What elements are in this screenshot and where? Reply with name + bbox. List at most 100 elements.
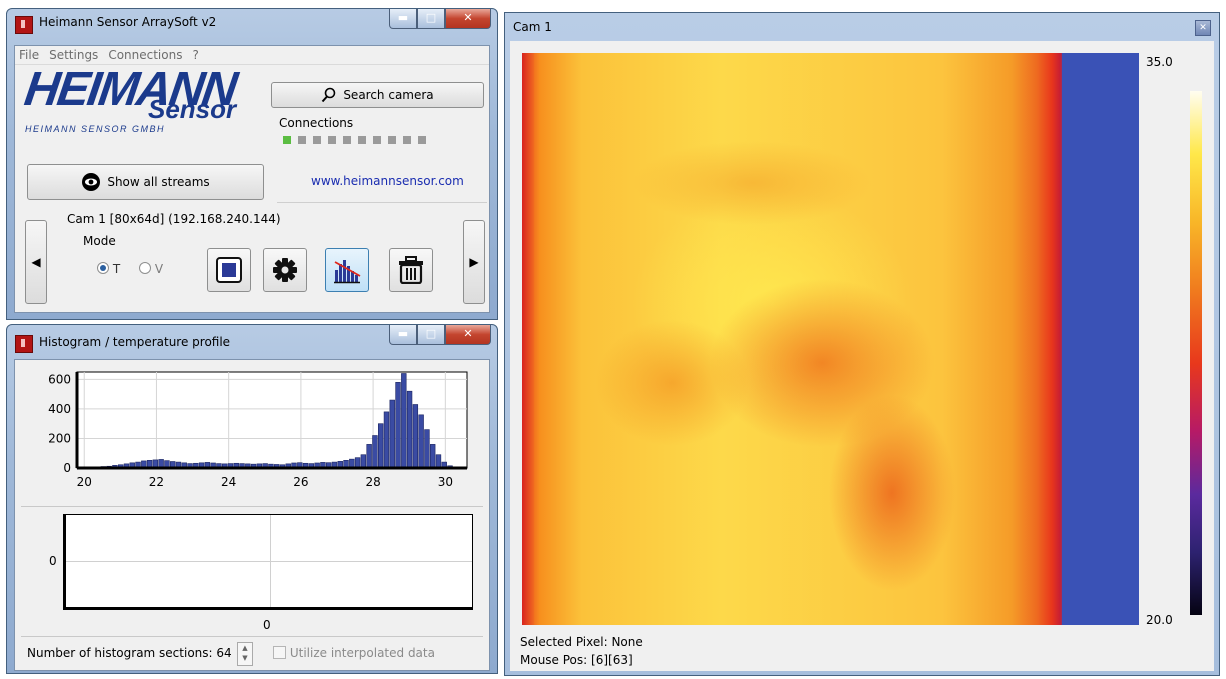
interpolate-label: Utilize interpolated data xyxy=(289,646,435,660)
connection-indicator-2 xyxy=(298,136,306,144)
minimize-icon: ▬ xyxy=(397,11,409,24)
eye-icon xyxy=(82,173,101,191)
connection-indicator-6 xyxy=(358,136,366,144)
menu-connections[interactable]: Connections xyxy=(108,48,183,62)
mode-radio-v[interactable]: V xyxy=(139,262,163,276)
connection-indicator-10 xyxy=(418,136,426,144)
histogram-bar xyxy=(406,390,413,469)
main-window-title: Heimann Sensor ArraySoft v2 xyxy=(39,15,217,29)
next-camera-button[interactable]: ▶ xyxy=(463,220,485,304)
arrow-left-icon: ◀ xyxy=(31,255,41,269)
histogram-button[interactable] xyxy=(325,248,369,292)
connection-indicator-7 xyxy=(373,136,381,144)
histogram-y-tick-label: 0 xyxy=(63,461,71,475)
histogram-bar xyxy=(418,414,424,469)
color-scale-bar xyxy=(1190,91,1202,615)
hist-close-button[interactable]: ✕ xyxy=(445,325,491,345)
connection-indicator-5 xyxy=(343,136,351,144)
cam-window-title: Cam 1 xyxy=(513,20,552,34)
stop-icon xyxy=(216,257,242,283)
search-camera-label: Search camera xyxy=(343,88,434,102)
gear-icon xyxy=(273,258,297,282)
thermal-image xyxy=(522,53,1139,625)
histogram-bar xyxy=(372,435,378,469)
chart-divider xyxy=(21,506,483,507)
checkbox-box xyxy=(273,646,286,659)
sections-label: Number of histogram sections: 64 xyxy=(27,646,232,660)
histogram-bar xyxy=(395,382,401,469)
cam-close-button[interactable]: ✕ xyxy=(1195,20,1211,36)
histogram-bar xyxy=(412,404,419,469)
maximize-button[interactable]: □ xyxy=(417,9,445,29)
profile-gridline-h xyxy=(66,561,472,562)
histogram-bar xyxy=(378,423,384,469)
thermal-edge-left xyxy=(522,53,534,625)
histogram-bar xyxy=(435,454,442,469)
maximize-icon: □ xyxy=(425,11,437,24)
histogram-bar xyxy=(366,444,372,469)
hist-maximize-button[interactable]: □ xyxy=(417,325,445,345)
interpolate-checkbox[interactable]: Utilize interpolated data xyxy=(273,646,435,660)
mouse-pos-status: Mouse Pos: [6][63] xyxy=(520,653,633,667)
histogram-bar xyxy=(430,444,436,469)
profile-plot xyxy=(63,514,473,610)
profile-x-tick: 0 xyxy=(263,618,271,632)
menu-file[interactable]: File xyxy=(19,48,40,62)
histogram-icon xyxy=(334,260,361,284)
main-client: File Settings Connections ? HEIMANN Sens… xyxy=(14,45,490,313)
histogram-y-tick-label: 400 xyxy=(48,402,71,416)
connection-indicator-1 xyxy=(283,136,291,144)
show-all-streams-label: Show all streams xyxy=(107,175,210,189)
logo-subtitle: HEIMANN SENSOR GMBH xyxy=(25,124,166,134)
stop-button[interactable] xyxy=(207,248,251,292)
histogram-bar xyxy=(389,399,395,469)
website-link[interactable]: www.heimannsensor.com xyxy=(311,174,464,188)
main-titlebar[interactable]: Heimann Sensor ArraySoft v2 ▬ □ ✕ xyxy=(7,9,497,37)
close-icon: ✕ xyxy=(463,11,473,24)
histogram-bar xyxy=(383,411,390,469)
mode-label: Mode xyxy=(83,234,116,248)
menu-help[interactable]: ? xyxy=(192,48,199,62)
histogram-x-tick-label: 24 xyxy=(221,475,236,489)
connection-indicator-4 xyxy=(328,136,336,144)
histogram-bar xyxy=(401,373,407,469)
histogram-x-tick-label: 30 xyxy=(438,475,453,489)
stepper-down-icon[interactable]: ▼ xyxy=(242,654,248,662)
sections-stepper[interactable]: ▲ ▼ xyxy=(237,642,253,666)
selected-pixel-status: Selected Pixel: None xyxy=(520,635,643,649)
histogram-app-icon xyxy=(15,335,33,353)
cam-titlebar[interactable]: Cam 1 ✕ xyxy=(505,13,1219,41)
mode-radio-t[interactable]: T xyxy=(97,262,120,276)
camera-info: Cam 1 [80x64d] (192.168.240.144) xyxy=(67,212,281,226)
histogram-bar xyxy=(360,454,367,469)
connection-indicator-9 xyxy=(403,136,411,144)
search-camera-button[interactable]: Search camera xyxy=(271,82,484,108)
close-icon: ✕ xyxy=(463,327,473,340)
histogram-client: 0 200 400 600 20 22 24 26 28 30 0 0 Number of his… xyxy=(14,359,490,671)
radio-v-indicator xyxy=(139,262,151,274)
histogram-titlebar[interactable]: Histogram / temperature profile ▬ □ ✕ xyxy=(7,325,497,355)
stepper-up-icon[interactable]: ▲ xyxy=(242,644,248,652)
histogram-x-tick-label: 22 xyxy=(149,475,164,489)
close-button[interactable]: ✕ xyxy=(445,9,491,29)
histogram-x-tick-label: 20 xyxy=(77,475,92,489)
menu-bar: File Settings Connections ? xyxy=(15,46,489,65)
hist-minimize-button[interactable]: ▬ xyxy=(389,325,417,345)
cam-client: 35.0 20.0 Selected Pixel: None Mouse Pos… xyxy=(510,41,1214,671)
settings-button[interactable] xyxy=(263,248,307,292)
connection-indicators xyxy=(283,136,433,144)
minimize-icon: ▬ xyxy=(397,327,409,340)
histogram-y-tick-label: 200 xyxy=(48,431,71,445)
menu-settings[interactable]: Settings xyxy=(49,48,99,62)
arrow-right-icon: ▶ xyxy=(469,255,479,269)
connection-indicator-8 xyxy=(388,136,396,144)
prev-camera-button[interactable]: ◀ xyxy=(25,220,47,304)
histogram-chart: 0 200 400 600 20 22 24 26 28 30 xyxy=(48,371,468,489)
delete-button[interactable] xyxy=(389,248,433,292)
mode-t-label: T xyxy=(112,262,121,276)
app-icon xyxy=(15,16,33,34)
scale-min-label: 20.0 xyxy=(1146,613,1173,627)
minimize-button[interactable]: ▬ xyxy=(389,9,417,29)
show-all-streams-button[interactable]: Show all streams xyxy=(27,164,264,200)
